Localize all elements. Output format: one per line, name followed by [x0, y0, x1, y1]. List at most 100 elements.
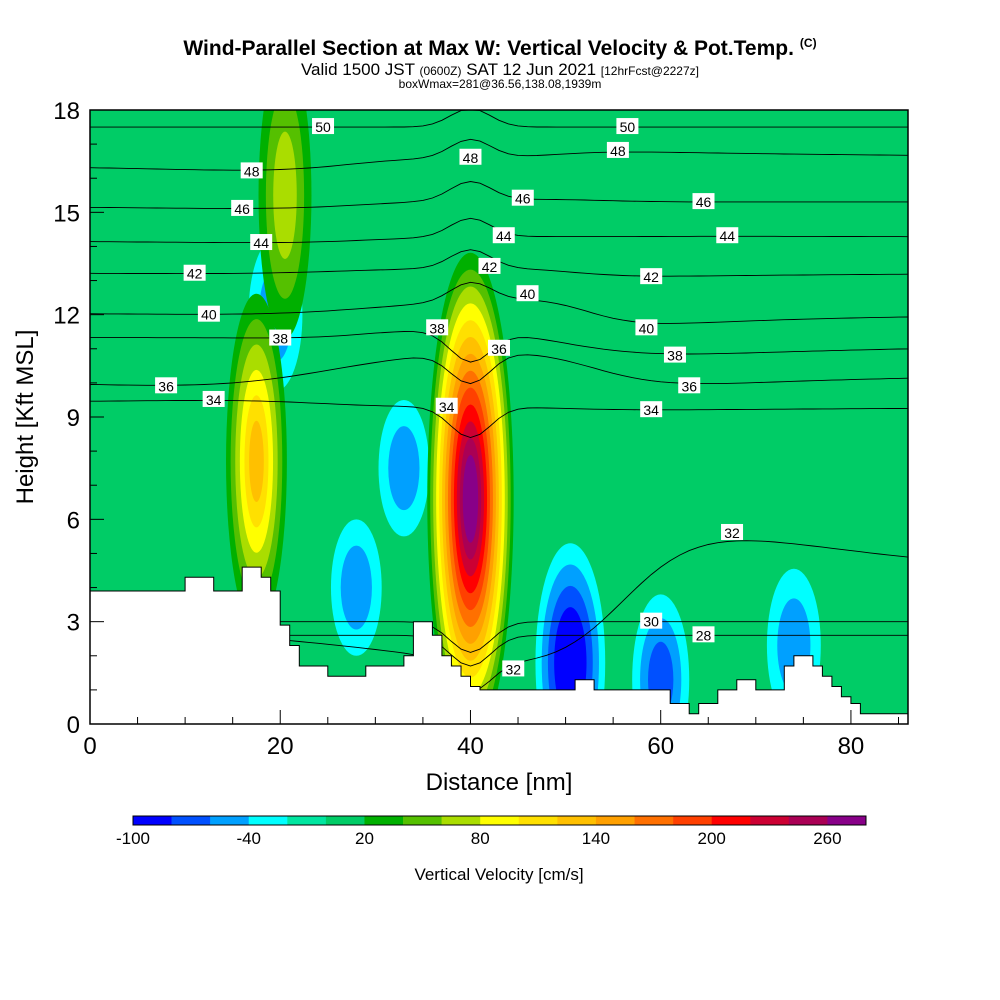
colorbar-swatch — [403, 816, 442, 825]
chart-subtitle-box: boxWmax=281@36.56,138.08,1939m — [0, 77, 1000, 91]
y-axis-label: Height [Kft MSL] — [12, 330, 39, 505]
contour-label-bg — [435, 397, 458, 414]
colorbar-label: 80 — [471, 829, 490, 848]
contour-label-text: 42 — [482, 259, 498, 275]
contour-label: 42 — [640, 268, 663, 285]
valid-utc: (0600Z) — [419, 64, 462, 78]
contour-label: 50 — [312, 118, 335, 135]
contour-label: 32 — [721, 523, 744, 541]
contour-label-bg — [692, 626, 715, 643]
colorbar-swatch — [171, 816, 211, 825]
contour-label-bg — [511, 189, 534, 206]
contour-label-bg — [478, 257, 501, 274]
contour-label-bg — [269, 329, 292, 346]
contour-label-text: 38 — [272, 331, 288, 347]
y-tick-label: 0 — [67, 712, 80, 739]
chart-title: Wind-Parallel Section at Max W: Vertical… — [0, 36, 1000, 61]
colorbar: -100 -40 20 80 140 200 260 — [116, 815, 867, 848]
colorbar-swatch — [634, 816, 674, 825]
y-tick-label: 12 — [53, 303, 80, 330]
colorbar-swatch — [673, 816, 712, 825]
colorbar-label: 140 — [582, 829, 610, 848]
contour-label-text: 44 — [719, 228, 735, 244]
theta-contour — [90, 138, 908, 171]
contour-label-text: 48 — [610, 143, 626, 159]
contour-label-bg — [488, 339, 510, 356]
contour-label-text: 34 — [643, 402, 659, 418]
colorbar-label: 260 — [813, 829, 841, 848]
contour-label-text: 48 — [244, 163, 260, 179]
contour-label-text: 44 — [496, 228, 512, 244]
colorbar-swatch — [788, 816, 828, 825]
colorbar-frame — [132, 815, 867, 826]
colorbar-label: -100 — [116, 829, 150, 848]
contour-label-text: 40 — [201, 307, 217, 323]
colorbar-swatch — [287, 816, 327, 825]
contour-label-bg — [250, 234, 273, 251]
contour-label-text: 32 — [724, 525, 740, 541]
contour-label-text: 42 — [187, 266, 203, 282]
contour-label-bg — [240, 162, 263, 179]
contour-label: 44 — [250, 234, 273, 251]
contour-label-bg — [202, 390, 225, 407]
downdraft-core-0 — [535, 543, 606, 724]
contour-label: 36 — [488, 339, 510, 357]
theta-contour — [90, 354, 908, 386]
contour-label-bg — [721, 523, 744, 540]
x-tick-label: 60 — [647, 733, 674, 760]
contour-label: 40 — [197, 305, 220, 323]
contour-label-bg — [426, 319, 449, 336]
theta-contour — [90, 110, 908, 128]
chart-subtitle: Valid 1500 JST (0600Z) SAT 12 Jun 2021 [… — [0, 60, 1000, 80]
x-tick-label: 80 — [838, 733, 865, 760]
contour-label-text: 34 — [439, 399, 455, 415]
contour-label-bg — [678, 377, 701, 394]
contour-label: 46 — [511, 189, 534, 207]
colorbar-swatch — [441, 816, 481, 825]
valid-prefix: Valid 1500 JST — [300, 60, 415, 79]
colorbar-swatch — [133, 816, 172, 825]
contour-label: 42 — [183, 264, 206, 282]
contour-label: 28 — [692, 626, 715, 643]
x-tick-label: 40 — [457, 733, 484, 760]
contour-label: 50 — [616, 118, 639, 135]
contour-label-text: 40 — [520, 286, 536, 302]
contour-label: 46 — [692, 193, 715, 210]
contour-label-bg — [516, 285, 539, 302]
title-text: Wind-Parallel Section at Max W: Vertical… — [183, 37, 794, 60]
velocity-band — [273, 131, 297, 259]
y-tick-label: 15 — [53, 200, 80, 227]
contour-label-text: 40 — [639, 320, 655, 336]
updraft-core-8 — [258, 110, 312, 339]
contour-label-text: 32 — [505, 661, 521, 677]
x-tick-label: 20 — [267, 733, 294, 760]
contour-label: 46 — [231, 199, 254, 217]
contour-label-text: 36 — [681, 378, 697, 394]
contour-label: 48 — [240, 162, 263, 179]
contour-label-text: 50 — [315, 119, 331, 135]
contour-label-text: 38 — [667, 348, 683, 364]
contour-label-text: 34 — [206, 392, 222, 408]
contour-label-bg — [640, 401, 663, 418]
contour-label-text: 50 — [620, 119, 636, 135]
contour-label-text: 38 — [429, 320, 445, 336]
y-tick-label: 9 — [67, 405, 80, 432]
contour-label-bg — [692, 193, 715, 210]
colorbar-swatch — [557, 816, 597, 825]
downdraft-core-3 — [378, 399, 430, 537]
y-tick-label: 6 — [67, 507, 80, 534]
contour-label: 34 — [202, 390, 225, 408]
contour-label-bg — [197, 305, 220, 322]
contour-label: 48 — [606, 141, 629, 159]
colorbar-label: -40 — [236, 829, 261, 848]
contour-label: 34 — [640, 401, 663, 418]
contour-label-bg — [155, 377, 178, 394]
contour-label-text: 48 — [463, 150, 479, 166]
contour-label-text: 30 — [643, 614, 659, 630]
colorbar-swatch — [518, 816, 558, 825]
colorbar-swatch — [210, 816, 250, 825]
y-tick-label: 18 — [53, 98, 80, 125]
contour-label-text: 36 — [491, 341, 507, 357]
